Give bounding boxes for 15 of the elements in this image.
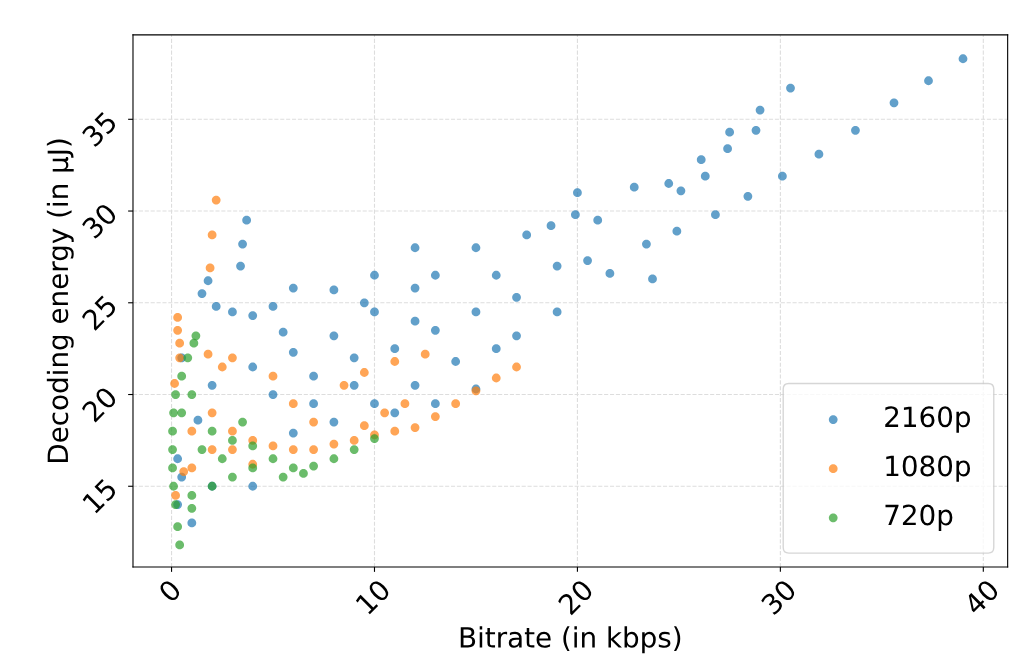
x-tick-label: 0 [157, 578, 183, 604]
y-tick-label: 30 [81, 202, 119, 240]
x-tick-label: 40 [962, 578, 1001, 616]
x-axis-title: Bitrate (in kbps) [460, 626, 681, 654]
x-tick-label: 30 [760, 578, 798, 616]
y-tick-label: 35 [81, 110, 118, 148]
y-tick-label: 25 [81, 294, 118, 331]
legend-label: 720p [885, 504, 953, 531]
x-tick-label: 20 [557, 578, 595, 616]
y-tick-label: 20 [81, 385, 119, 423]
y-tick-label: 15 [82, 478, 118, 514]
legend-label: 2160p [885, 406, 971, 433]
x-tick-label: 10 [354, 578, 392, 615]
y-axis-title: Decoding energy (in μJ) [46, 139, 74, 462]
legend-label: 1080p [886, 455, 971, 482]
